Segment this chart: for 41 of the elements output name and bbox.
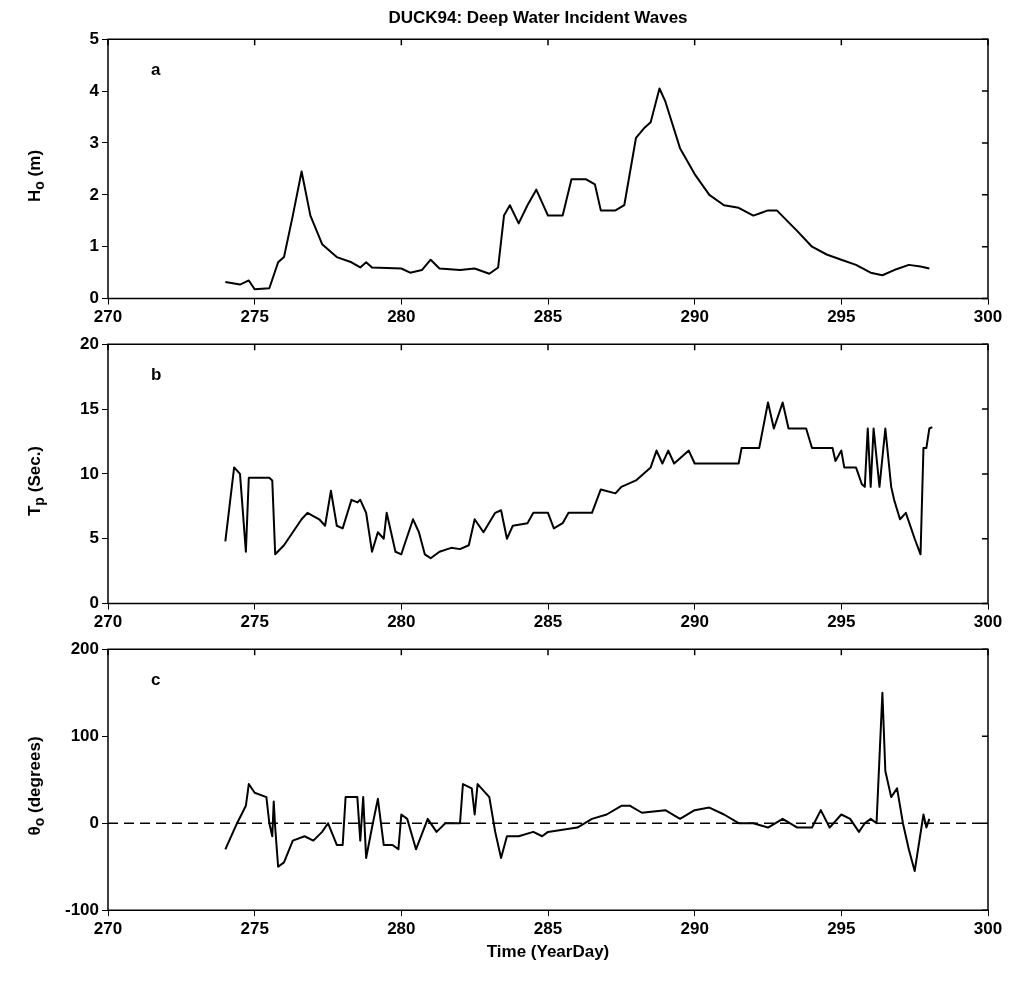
x-tick-label: 275 xyxy=(240,919,269,939)
x-tick-label: 285 xyxy=(533,307,563,327)
y-tick-label: 5 xyxy=(89,528,99,548)
x-tick-label: 295 xyxy=(827,307,856,327)
x-tick-label: 300 xyxy=(973,612,1003,632)
x-tick-label: 275 xyxy=(240,612,269,632)
x-tick-label: 290 xyxy=(680,307,709,327)
annotation: a xyxy=(151,60,161,80)
y-tick-label: 2 xyxy=(89,184,99,204)
y-tick-label: 5 xyxy=(89,28,99,48)
annotation: b xyxy=(151,365,162,385)
y-tick-label: 20 xyxy=(80,333,99,353)
y-tick-label: 10 xyxy=(80,463,99,483)
y-tick-label: 4 xyxy=(89,80,100,100)
x-tick-label: 280 xyxy=(387,919,416,939)
x-tick-label: 300 xyxy=(973,919,1003,939)
y-tick-label: 3 xyxy=(89,132,99,152)
x-tick-label: 280 xyxy=(387,612,416,632)
y-tick-label: 0 xyxy=(89,288,99,308)
x-tick-label: 270 xyxy=(93,307,123,327)
y-tick-label: 200 xyxy=(70,638,99,658)
x-tick-label: 300 xyxy=(973,307,1003,327)
x-tick-label: 295 xyxy=(827,919,856,939)
annotation: c xyxy=(151,670,161,690)
x-tick-label: 290 xyxy=(680,612,709,632)
x-tick-label: 270 xyxy=(93,919,123,939)
y-tick-label: 15 xyxy=(80,398,99,418)
x-tick-label: 270 xyxy=(93,612,123,632)
y-tick-label: -100 xyxy=(64,899,99,919)
chart-title: DUCK94: Deep Water Incident Waves xyxy=(387,8,689,27)
x-tick-label: 285 xyxy=(533,612,563,632)
y-tick-label: 0 xyxy=(89,812,99,832)
x-tick-label: 295 xyxy=(827,612,856,632)
y-tick-label: 100 xyxy=(70,725,99,745)
y-tick-label: 0 xyxy=(89,593,99,613)
x-tick-label: 285 xyxy=(533,919,563,939)
x-tick-label: 280 xyxy=(387,307,416,327)
x-axis-title: Time (YearDay) xyxy=(486,942,610,962)
x-tick-label: 290 xyxy=(680,919,709,939)
y-tick-label: 1 xyxy=(89,236,99,256)
x-tick-label: 275 xyxy=(240,307,269,327)
